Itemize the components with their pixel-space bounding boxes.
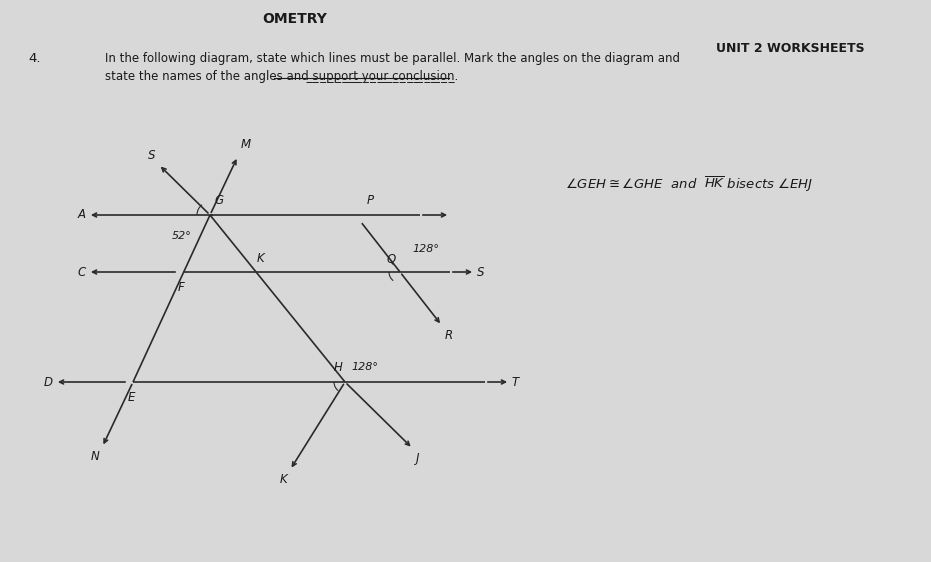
Text: S: S [477, 265, 484, 279]
Text: OMETRY: OMETRY [263, 12, 328, 26]
Text: H: H [334, 361, 343, 374]
Text: J: J [416, 452, 419, 465]
Text: In the following diagram, state which lines must be parallel. Mark the angles on: In the following diagram, state which li… [105, 52, 680, 65]
Text: S: S [148, 148, 155, 161]
Text: 4.: 4. [28, 52, 41, 65]
Text: C: C [78, 265, 86, 279]
Text: state the names of the angles and ̲s̲u̲p̲p̲o̲r̲t̲ ̲y̲o̲u̲r̲ ̲c̲o̲n̲c̲l̲u̲s̲i̲o̲n: state the names of the angles and ̲s̲u̲p… [105, 70, 458, 83]
Text: N: N [90, 450, 100, 463]
Text: K: K [279, 473, 287, 486]
Text: 128°: 128° [412, 244, 439, 254]
Text: E: E [128, 391, 135, 404]
Text: K: K [256, 252, 264, 265]
Text: Q: Q [386, 252, 396, 265]
Text: T: T [512, 375, 519, 388]
Text: UNIT 2 WORKSHEETS: UNIT 2 WORKSHEETS [716, 42, 864, 55]
Text: A: A [78, 209, 86, 221]
Text: R: R [445, 329, 453, 342]
Text: F: F [178, 281, 184, 294]
Text: D: D [44, 375, 53, 388]
Text: 128°: 128° [351, 362, 378, 372]
Text: P: P [367, 194, 374, 207]
Text: $\angle GEH \cong \angle GHE$  and  $\overline{HK}$ bisects $\angle EHJ$: $\angle GEH \cong \angle GHE$ and $\over… [565, 175, 814, 194]
Text: G: G [214, 194, 223, 207]
Text: M: M [241, 138, 251, 151]
Text: 52°: 52° [172, 231, 192, 241]
